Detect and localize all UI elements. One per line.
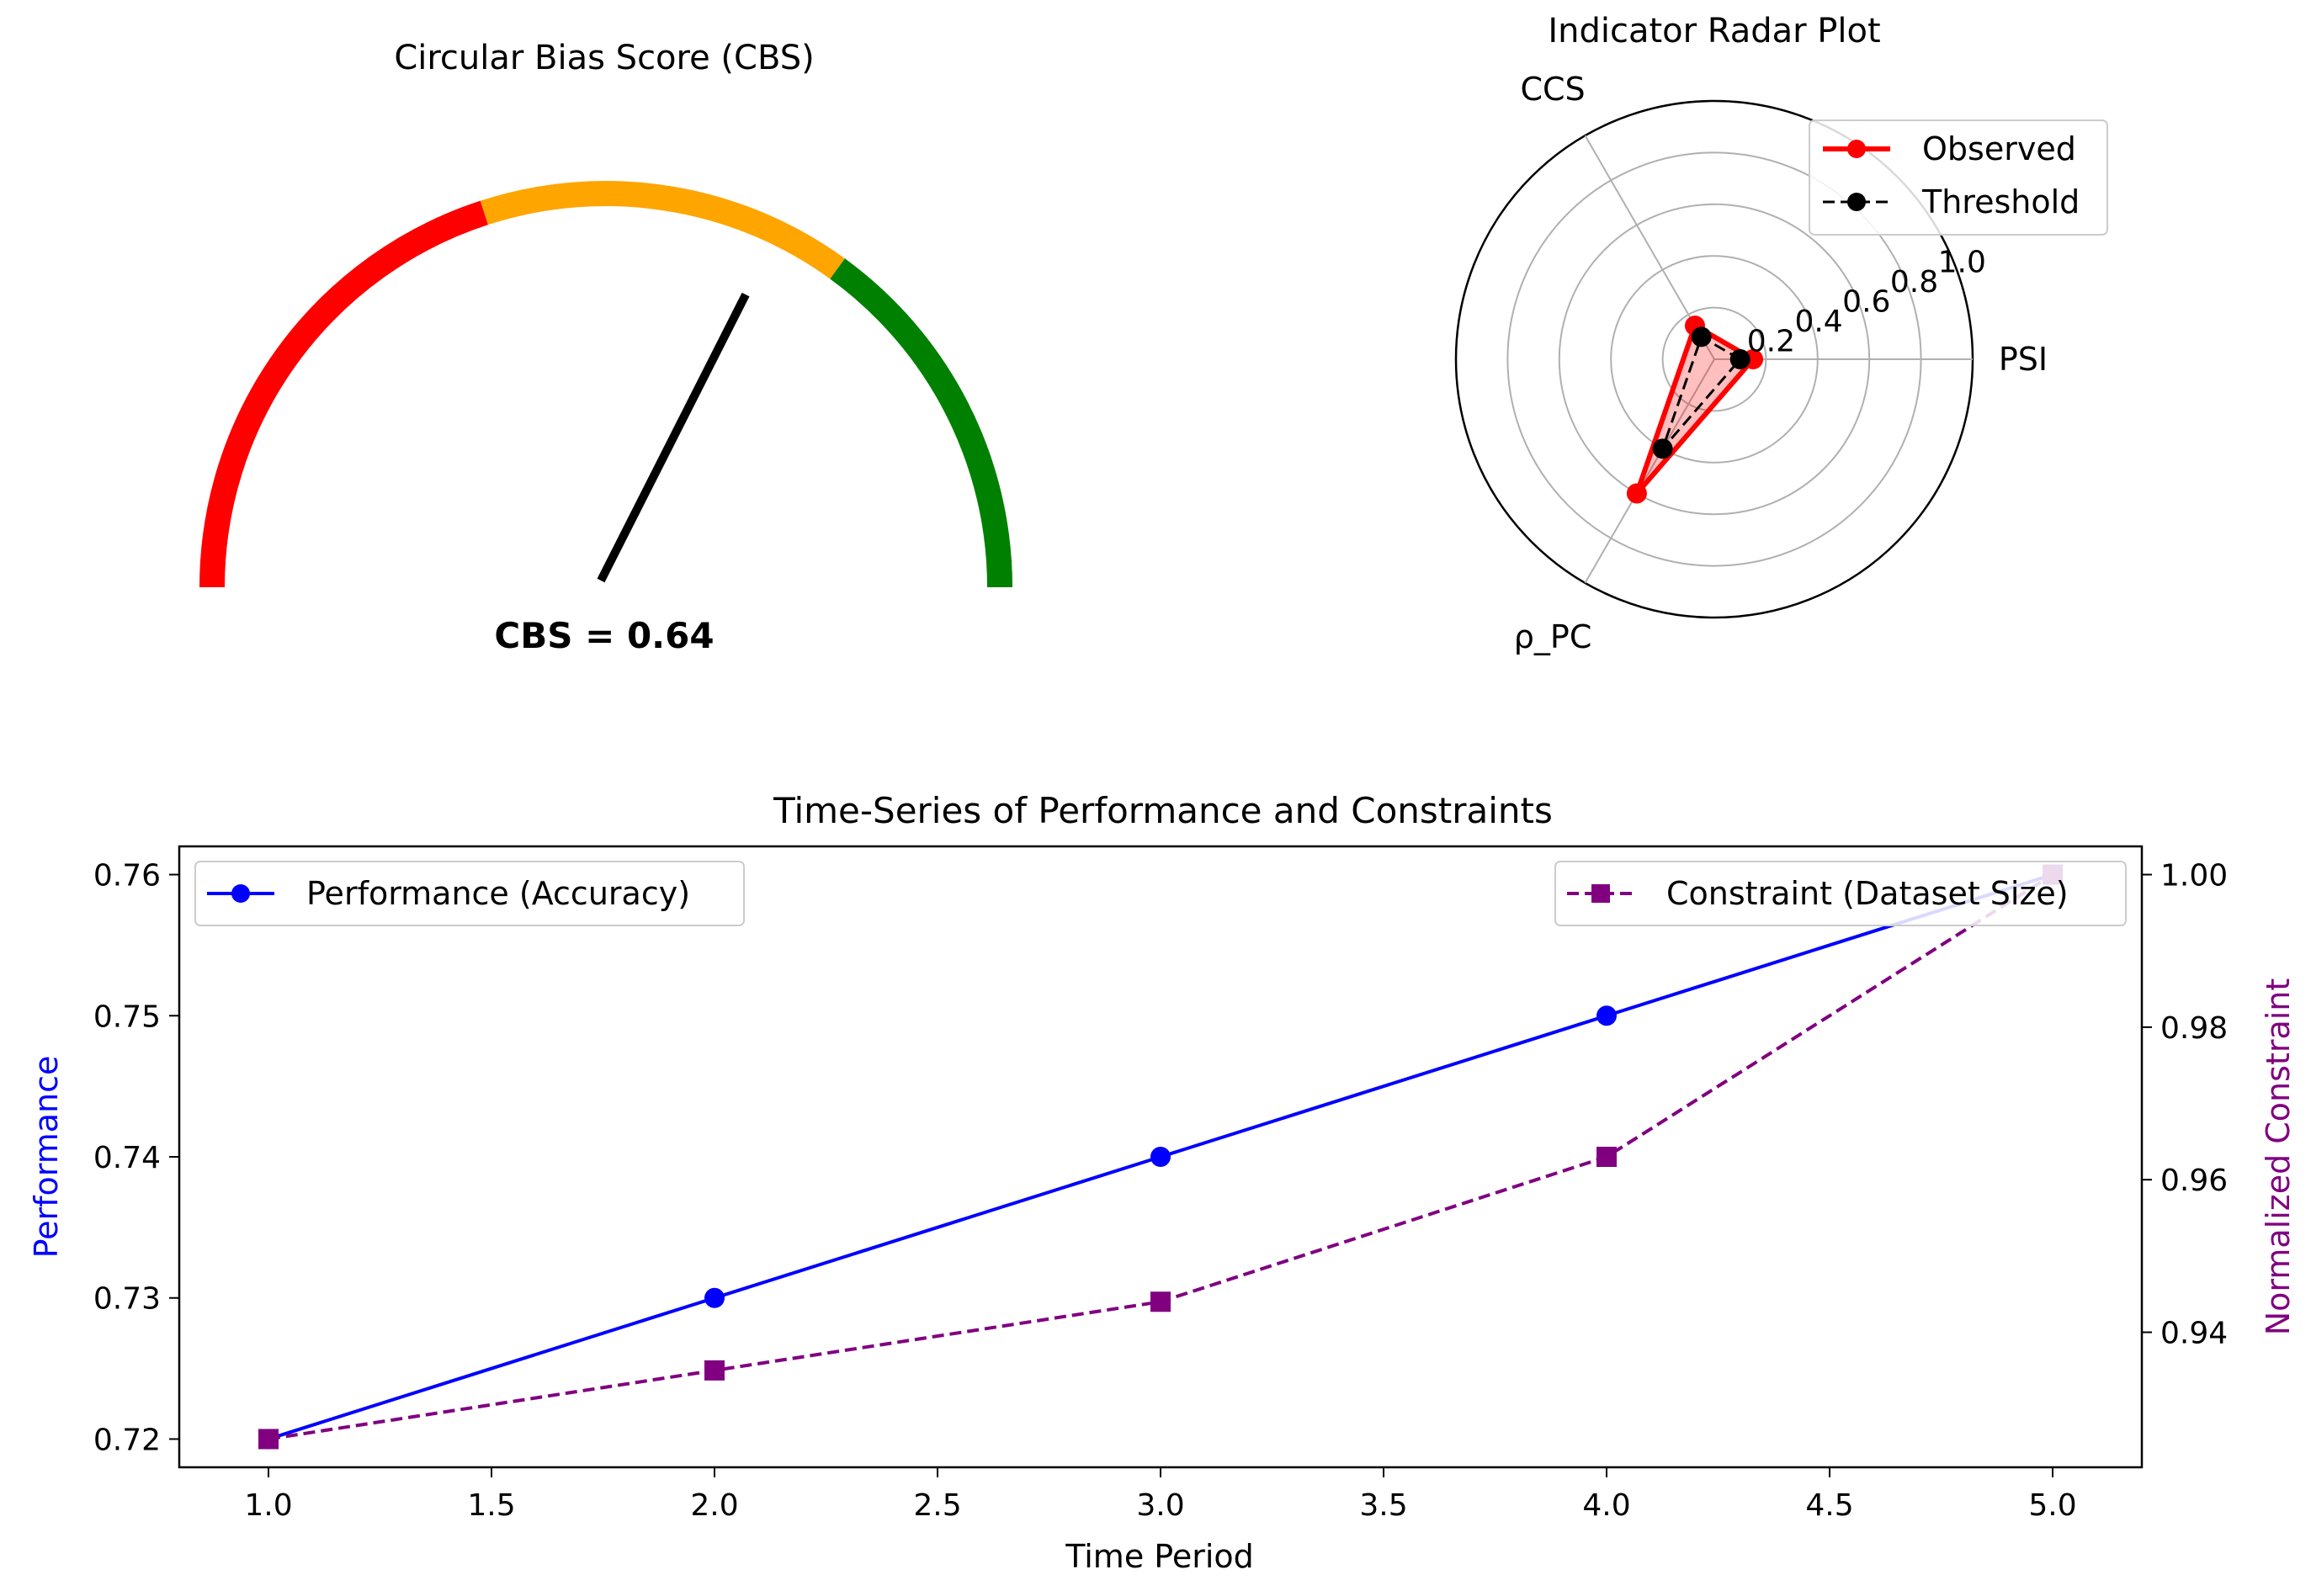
- x-tick-label: 2.0: [690, 1488, 738, 1523]
- radar-spoke: [1584, 358, 1715, 584]
- right-y-tick-label: 0.96: [2160, 1164, 2228, 1198]
- gauge-needle: [597, 292, 750, 583]
- gauge-band-0: [199, 200, 489, 588]
- legend-constraint-label: Constraint (Dataset Size): [1666, 875, 2069, 912]
- radar-tick-label: 0.4: [1794, 305, 1842, 339]
- x-tick-label: 5.0: [2028, 1488, 2076, 1523]
- right-y-tick-label: 1.00: [2160, 859, 2228, 893]
- right-y-tick-label: 0.98: [2160, 1011, 2228, 1046]
- radar-axis-label: ρ_PC: [1514, 618, 1592, 655]
- radar-axis-label: PSI: [1999, 341, 2048, 378]
- radar-plot: Indicator Radar Plot 0.20.40.60.81.0 PSI C…: [1454, 12, 2108, 655]
- left-y-tick-label: 0.75: [93, 999, 161, 1034]
- legend-performance-marker: [231, 884, 250, 903]
- gauge-title: Circular Bias Score (CBS): [394, 39, 814, 77]
- x-tick-label: 3.5: [1359, 1488, 1407, 1523]
- gauge-value-label: CBS = 0.64: [494, 615, 714, 656]
- radar-tick-label: 1.0: [1938, 246, 1986, 280]
- performance-legend: Performance (Accuracy): [194, 861, 745, 926]
- radar-line-1: [1661, 335, 1743, 450]
- radar-tick-label: 0.8: [1890, 265, 1938, 300]
- x-tick-label: 4.0: [1582, 1488, 1630, 1523]
- radar-point-1: [1652, 438, 1673, 459]
- radar-title: Indicator Radar Plot: [1548, 12, 1880, 50]
- x-tick-label: 3.0: [1136, 1488, 1184, 1523]
- right-y-tick-label: 0.94: [2160, 1317, 2228, 1351]
- right-axis-label: Normalized Constraint: [2260, 978, 2297, 1336]
- x-tick-label: 4.5: [1805, 1488, 1853, 1523]
- gauge-band-2: [830, 258, 1012, 588]
- legend-constraint-marker: [1591, 884, 1610, 903]
- x-tick-label: 2.5: [913, 1488, 961, 1523]
- series-marker-0: [704, 1287, 725, 1308]
- legend-observed-marker: [1847, 140, 1866, 158]
- series-marker-0: [1150, 1147, 1171, 1167]
- constraint-legend: Constraint (Dataset Size): [1554, 861, 2127, 926]
- constraint-legend-frame: [1554, 861, 2127, 926]
- series-marker-1: [1596, 1147, 1617, 1167]
- left-y-tick-label: 0.74: [93, 1141, 161, 1175]
- radar-point-1: [1729, 349, 1751, 369]
- gauge-band-1: [480, 181, 845, 279]
- left-y-tick-label: 0.76: [93, 859, 161, 893]
- legend-threshold-label: Threshold: [1921, 183, 2080, 220]
- radar-line-0: [1634, 321, 1757, 496]
- series-marker-1: [258, 1429, 279, 1450]
- time-series-chart: Time-Series of Performance and Constrain…: [28, 790, 2297, 1575]
- left-y-tick-label: 0.72: [93, 1423, 161, 1457]
- legend-performance-label: Performance (Accuracy): [306, 875, 690, 912]
- x-tick-label: 1.5: [467, 1488, 515, 1523]
- x-axis-label: Time Period: [1065, 1538, 1254, 1575]
- radar-tick-label: 0.6: [1842, 285, 1890, 320]
- legend-threshold-marker: [1847, 193, 1866, 211]
- left-axis-label: Performance: [28, 1056, 65, 1259]
- radar-tick-label: 0.2: [1747, 325, 1795, 359]
- timeseries-title: Time-Series of Performance and Constrain…: [773, 790, 1553, 831]
- radar-point-1: [1691, 326, 1712, 347]
- x-tick-label: 1.0: [244, 1488, 292, 1523]
- series-marker-1: [704, 1360, 725, 1381]
- radar-point-0: [1626, 483, 1647, 504]
- series-marker-1: [1150, 1291, 1171, 1312]
- cbs-gauge: Circular Bias Score (CBS) CBS = 0.64: [199, 39, 1012, 656]
- radar-legend: Observed Threshold: [1809, 119, 2108, 236]
- left-y-tick-label: 0.73: [93, 1282, 161, 1317]
- performance-legend-frame: [194, 861, 745, 926]
- series-marker-0: [1596, 1005, 1617, 1026]
- legend-observed-label: Observed: [1922, 130, 2076, 167]
- radar-axis-label: CCS: [1520, 71, 1585, 108]
